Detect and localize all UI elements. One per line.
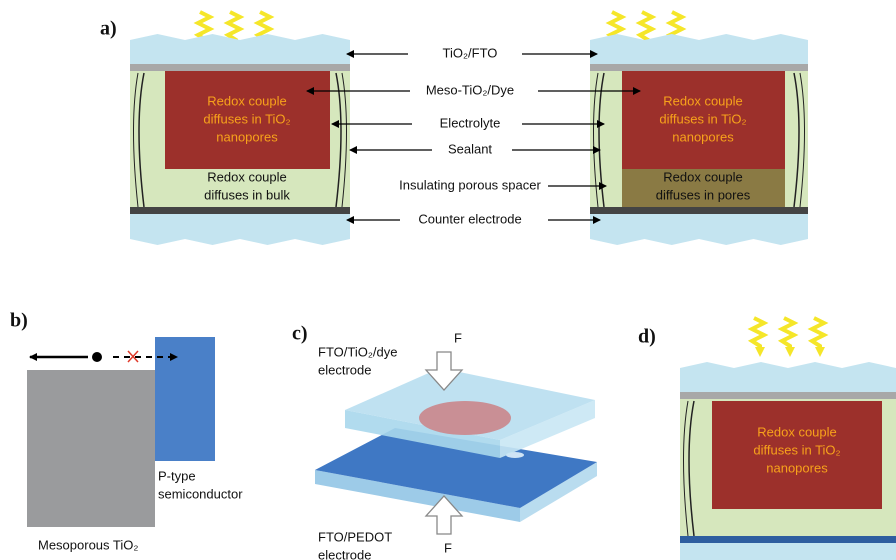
region-label: nanopores [672,129,734,144]
blocked [127,350,139,363]
region-label: diffuses in pores [656,187,751,202]
sealant [341,72,347,208]
glass-top [590,34,808,66]
callout: Electrolyte [440,115,501,130]
fto-layer [590,64,808,71]
region-label: diffuses in TiO₂ [753,442,840,457]
glass-bottom [680,543,896,560]
callout: Sealant [448,141,492,156]
force-label: F [444,540,452,555]
tio2-block [27,370,155,527]
glass-top [680,362,896,394]
region-label: electrode [318,547,371,560]
sealant [793,72,800,208]
top-slab-side [500,400,595,458]
spacer [622,169,785,207]
region-label: semiconductor [158,486,243,501]
force-arrow [424,495,464,535]
callout: Meso-TiO₂/Dye [426,82,514,97]
panel-label: a) [100,18,117,40]
region-label: Redox couple [663,169,743,184]
fto-layer [130,64,350,71]
callout: Insulating porous spacer [399,177,541,192]
region-label: nanopores [216,129,278,144]
fto-layer [680,392,896,399]
region-label: Redox couple [207,169,287,184]
glass-bottom [590,214,808,245]
bottom-slab [315,428,597,508]
top-slab-side [345,410,500,458]
panel-label: b) [10,310,28,332]
callout: TiO₂/FTO [443,45,498,60]
region-label: diffuses in bulk [204,187,290,202]
sealant [335,72,342,208]
charge [92,352,102,362]
dye-layer [165,71,330,169]
region-label: FTO/TiO₂/dye [318,344,397,359]
dye-disk [419,401,511,435]
glass-top [130,34,350,66]
counter-electrode [130,207,350,214]
region-label: Redox couple [663,93,743,108]
sealant [138,72,145,208]
force-label: F [454,330,462,345]
callout: Counter electrode [418,211,521,226]
region-label: Redox couple [207,93,287,108]
bottom-slab-side [520,462,597,522]
counter-electrode [590,207,808,214]
region-label: diffuses in TiO₂ [659,111,746,126]
region-label: nanopores [766,460,828,475]
glass-bottom [130,214,350,245]
dye-layer [712,401,882,509]
region-label: electrode [318,362,371,377]
bottom-slab-side [315,470,520,522]
sealant [688,400,695,537]
p-type-block [155,337,215,461]
region-label: Redox couple [757,424,837,439]
light [747,316,769,357]
sealant [593,72,599,208]
region-label: P-type [158,468,196,483]
sealant [683,400,689,537]
sealant [799,72,805,208]
force-arrow [424,351,464,391]
region-label: Mesoporous TiO₂ [38,537,138,552]
counter-electrode [680,536,896,543]
light [777,316,799,357]
region-label: FTO/PEDOT [318,529,392,544]
panel-label: d) [638,326,656,348]
region-label: diffuses in TiO₂ [203,111,290,126]
sealant [133,72,139,208]
dye-layer [622,71,785,169]
light [807,316,829,357]
panel-label: c) [292,323,308,345]
